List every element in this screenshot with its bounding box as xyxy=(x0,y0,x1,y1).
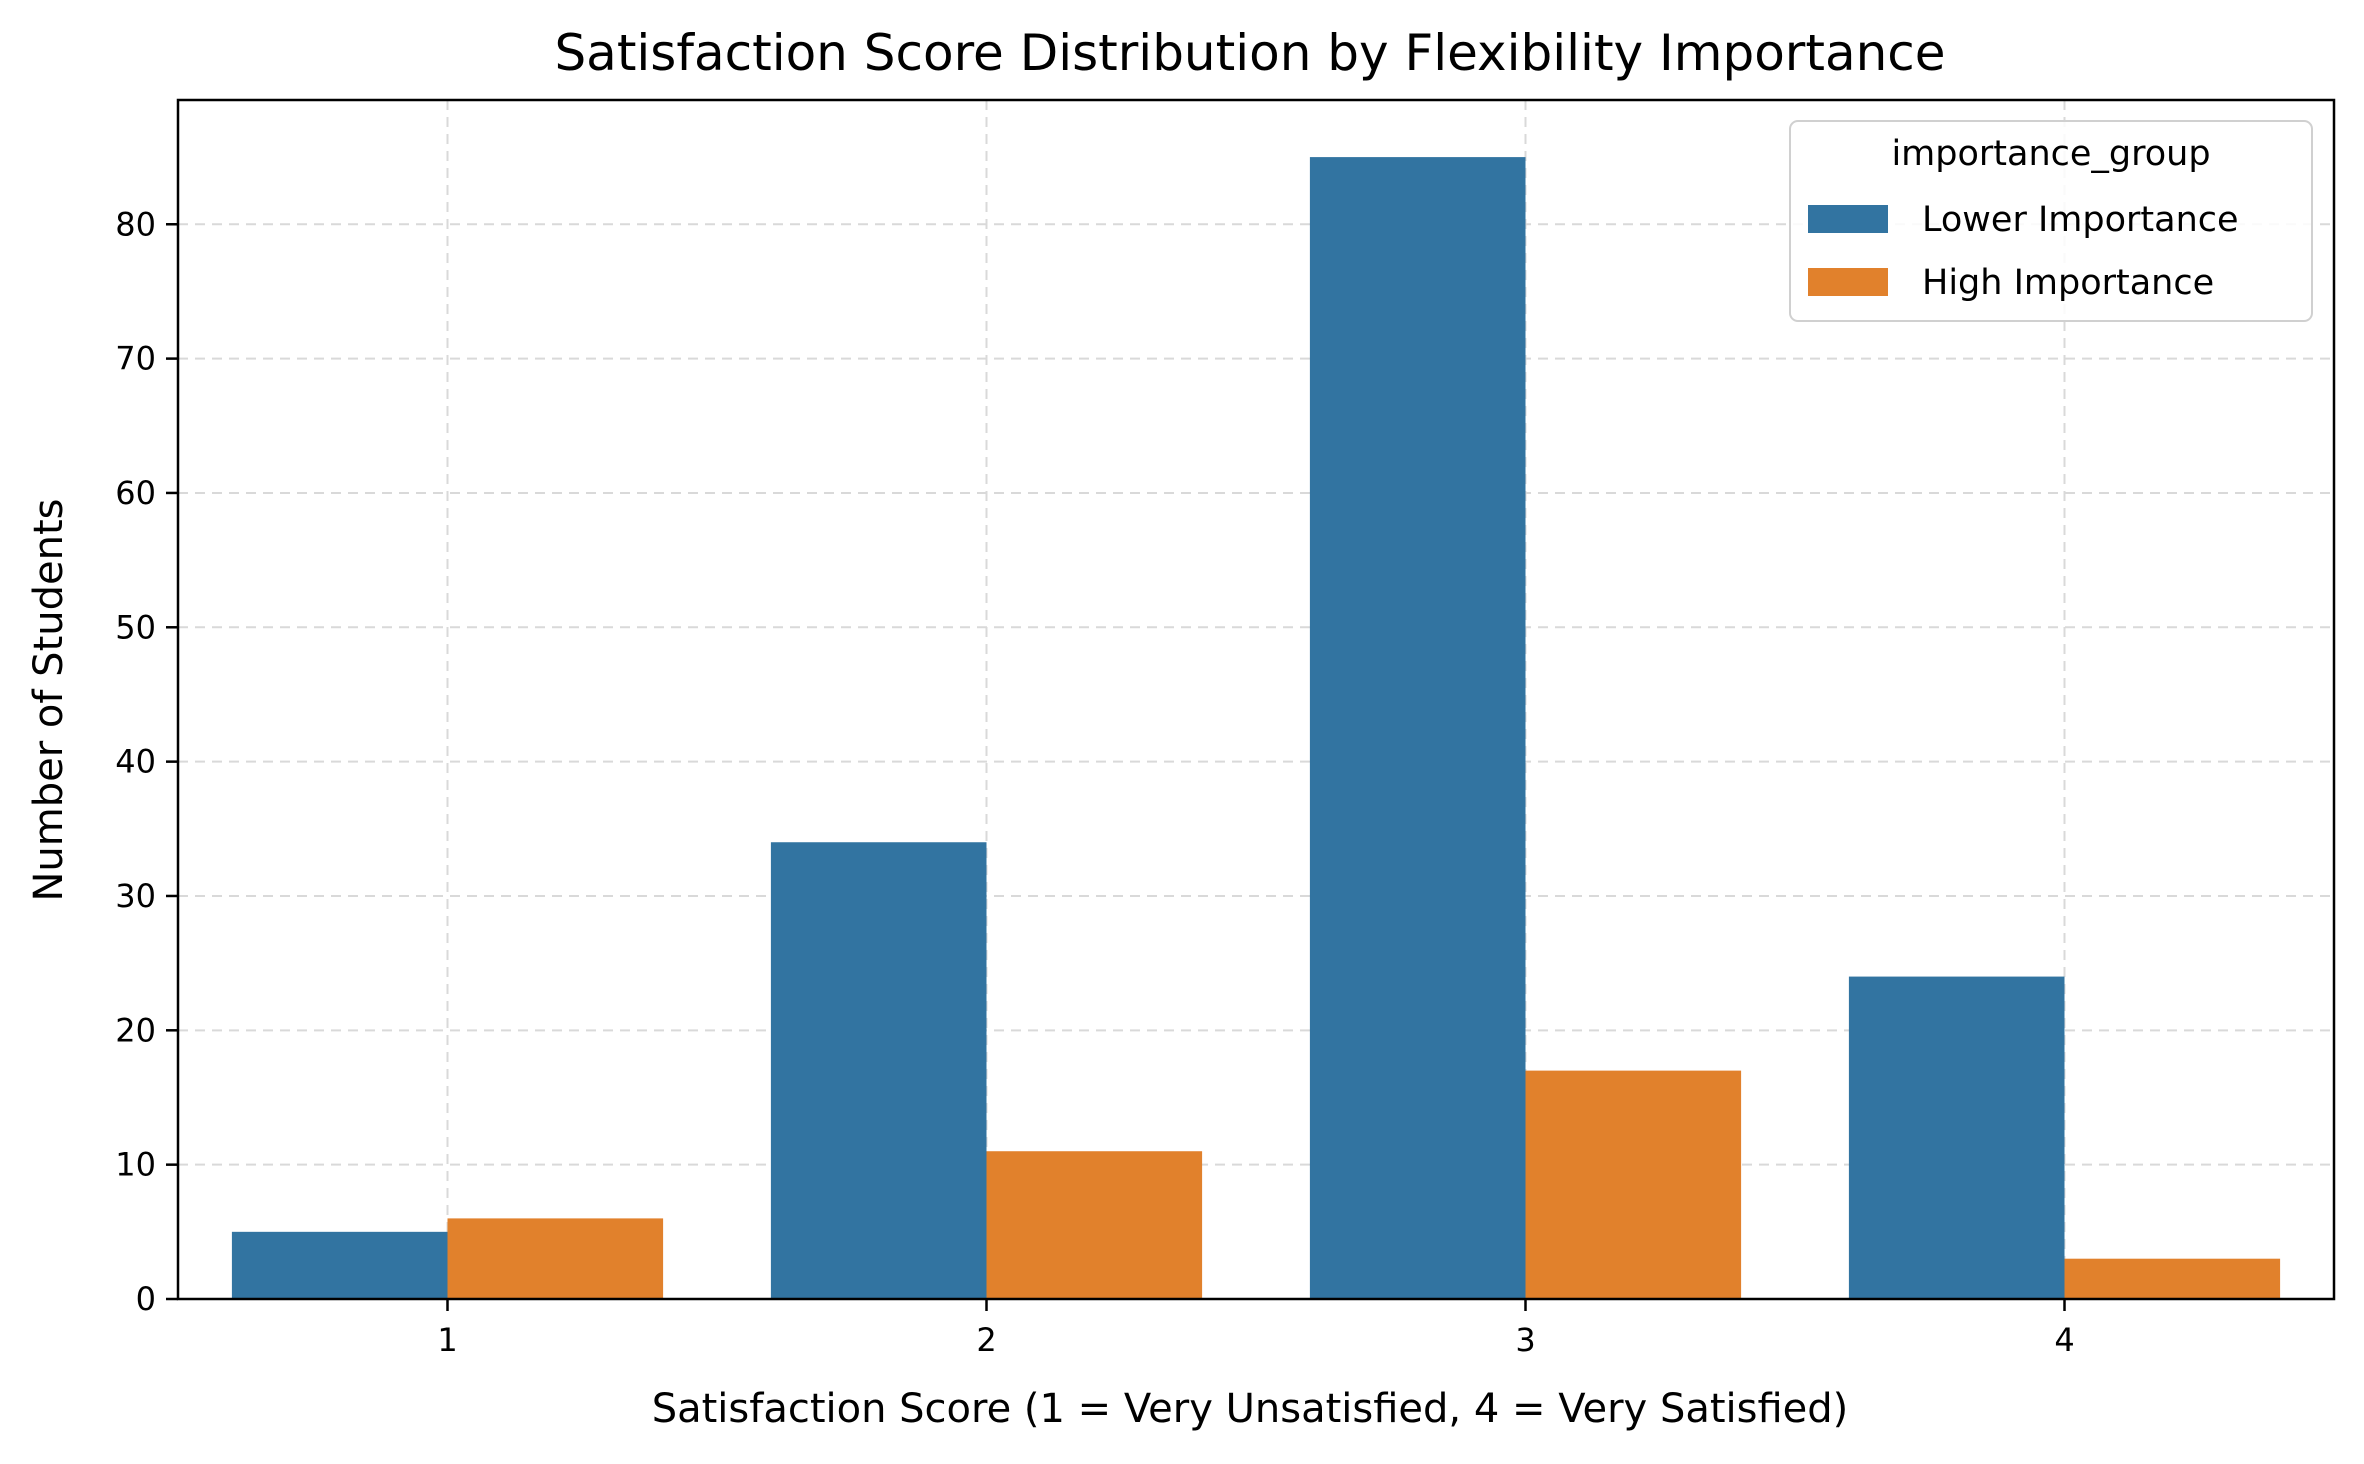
bar-high-importance-score-1 xyxy=(447,1218,664,1299)
y-tick-label-60: 60 xyxy=(115,474,156,512)
legend-swatch-lower-importance xyxy=(1808,205,1888,233)
legend-label-lower-importance: Lower Importance xyxy=(1922,200,2239,240)
legend-swatch-high-importance xyxy=(1808,268,1888,296)
bar-lower-importance-score-3 xyxy=(1309,157,1526,1300)
bar-lower-importance-score-2 xyxy=(770,842,987,1299)
y-axis-title: Number of Students xyxy=(26,499,72,902)
y-tick-label-30: 30 xyxy=(115,877,156,915)
legend-label-high-importance: High Importance xyxy=(1922,263,2214,303)
y-tick-label-70: 70 xyxy=(115,340,156,378)
bar-lower-importance-score-4 xyxy=(1848,976,2065,1299)
bar-high-importance-score-3 xyxy=(1525,1070,1742,1299)
legend-box xyxy=(1789,120,2313,322)
x-tick-label-4: 4 xyxy=(2054,1321,2074,1359)
axis-ticks: 0 10 20 30 40 50 60 70 80 1 2 3 4 xyxy=(115,205,2074,1359)
y-tick-label-20: 20 xyxy=(115,1011,156,1049)
x-axis-title: Satisfaction Score (1 = Very Unsatisfied… xyxy=(652,1386,1849,1432)
x-tick-label-3: 3 xyxy=(1515,1321,1535,1359)
x-tick-label-1: 1 xyxy=(437,1321,457,1359)
y-tick-label-80: 80 xyxy=(115,205,156,243)
y-tick-label-10: 10 xyxy=(115,1146,156,1184)
legend: importance_group Lower Importance High I… xyxy=(1789,120,2313,322)
bar-high-importance-score-4 xyxy=(2064,1258,2281,1299)
bar-high-importance-score-2 xyxy=(986,1151,1203,1299)
y-tick-label-0: 0 xyxy=(136,1280,156,1318)
y-tick-label-40: 40 xyxy=(115,743,156,781)
x-tick-label-2: 2 xyxy=(976,1321,996,1359)
bar-lower-importance-score-1 xyxy=(231,1231,448,1299)
bars xyxy=(231,157,2281,1300)
chart-title: Satisfaction Score Distribution by Flexi… xyxy=(554,24,1945,82)
y-tick-label-50: 50 xyxy=(115,608,156,646)
plot-frame xyxy=(176,98,2336,1301)
legend-title: importance_group xyxy=(1891,134,2210,174)
